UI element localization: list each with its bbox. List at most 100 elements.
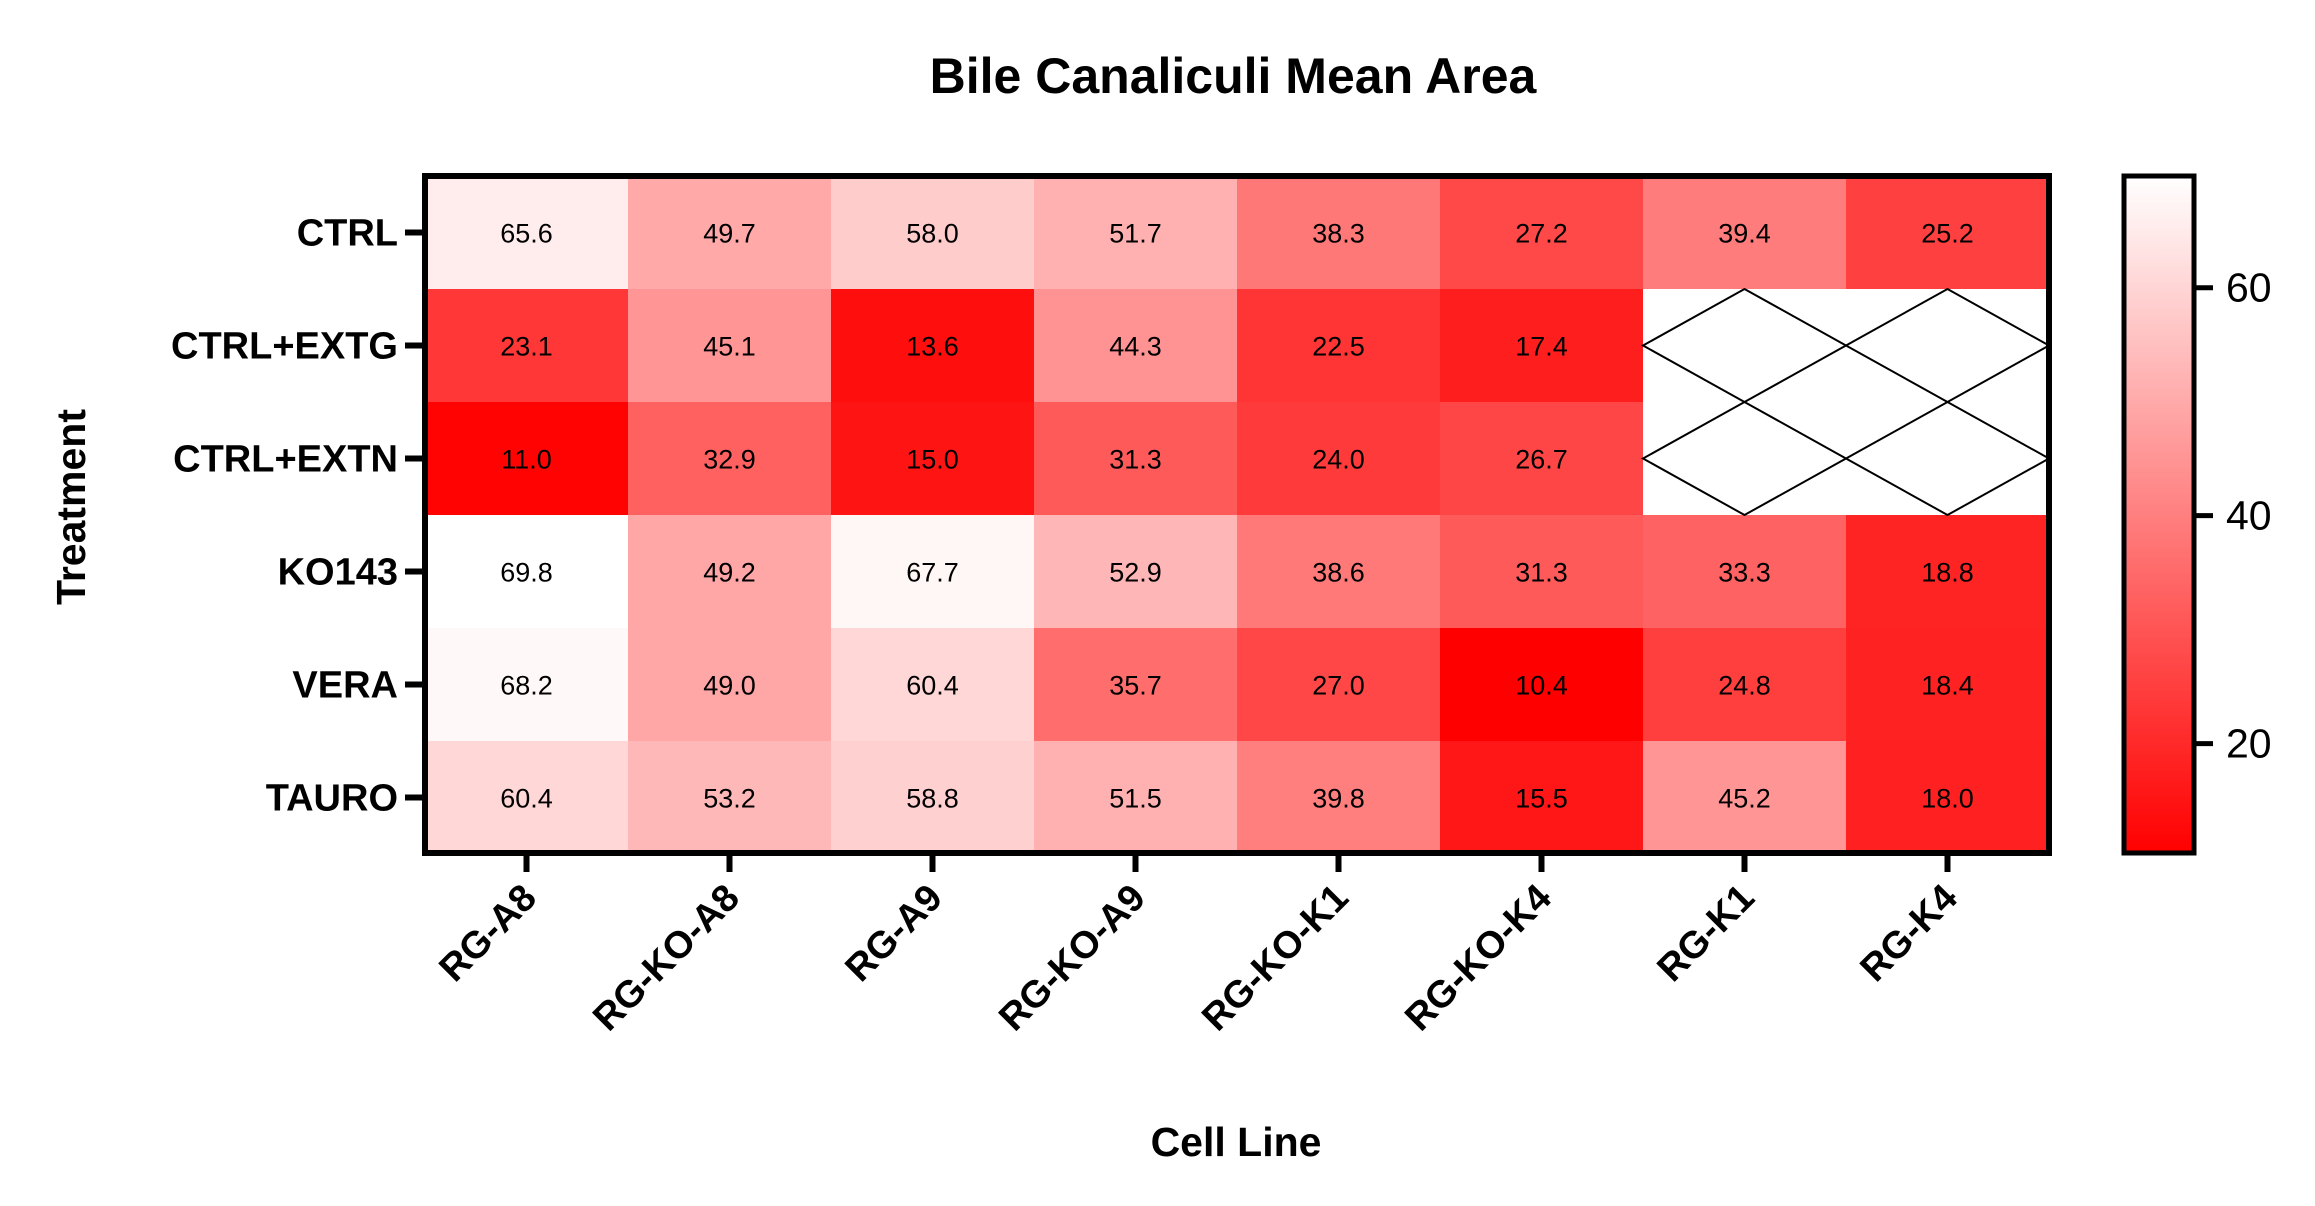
y-axis-title: Treatment <box>48 409 94 605</box>
cell-value-label: 18.8 <box>1921 558 1974 588</box>
y-tick-label: VERA <box>292 665 398 707</box>
cell-value-label: 65.6 <box>500 219 553 249</box>
heatmap-cell <box>1034 289 1238 403</box>
cell-value-label: 25.2 <box>1921 219 1974 249</box>
heatmap-cell <box>628 402 832 516</box>
heatmap-cell <box>831 741 1035 855</box>
y-axis-ticks: CTRL CTRL+EXTG CTRL+EXTN KO143 VERA TAURO <box>171 213 425 820</box>
heatmap-cell <box>1440 515 1644 629</box>
cell-value-label: 17.4 <box>1515 332 1568 362</box>
y-tick-label: KO143 <box>278 552 398 594</box>
cell-value-label: 53.2 <box>703 784 756 814</box>
cell-value-label: 22.5 <box>1312 332 1365 362</box>
heatmap-cell <box>1440 741 1644 855</box>
cell-value-label: 38.6 <box>1312 558 1365 588</box>
heatmap-cell <box>425 628 629 742</box>
x-axis-ticks: RG-A8 RG-KO-A8 RG-A9 RG-KO-A9 RG-KO-K1 RG-KO-… <box>432 853 1966 1039</box>
heatmap-cell <box>628 289 832 403</box>
cell-value-label: 45.1 <box>703 332 756 362</box>
cell-value-label: 18.0 <box>1921 784 1974 814</box>
heatmap-cell <box>1237 289 1441 403</box>
heatmap-cell <box>1034 628 1238 742</box>
x-tick-label: RG-A8 <box>432 877 545 990</box>
cell-value-labels: 65.6 49.7 58.0 51.7 38.3 27.2 39.4 25.2 23.1 45.1… <box>500 219 1974 814</box>
colorbar-tick-label: 40 <box>2226 493 2272 539</box>
cell-value-label: 39.8 <box>1312 784 1365 814</box>
heatmap-cell <box>1237 515 1441 629</box>
cell-value-label: 10.4 <box>1515 671 1568 701</box>
cell-value-label: 18.4 <box>1921 671 1974 701</box>
cell-value-label: 27.2 <box>1515 219 1568 249</box>
heatmap-cell <box>831 176 1035 290</box>
x-tick-label: RG-K1 <box>1650 877 1763 990</box>
heatmap-cell <box>1237 176 1441 290</box>
heatmap-cell <box>628 515 832 629</box>
cell-value-label: 60.4 <box>906 671 959 701</box>
cell-value-label: 44.3 <box>1109 332 1162 362</box>
heatmap-cell <box>1237 628 1441 742</box>
heatmap-cell <box>425 289 629 403</box>
x-axis-title: Cell Line <box>1151 1119 1322 1165</box>
cell-value-label: 35.7 <box>1109 671 1162 701</box>
cell-value-label: 49.0 <box>703 671 756 701</box>
cell-value-label: 31.3 <box>1109 445 1162 475</box>
heatmap-cell <box>628 176 832 290</box>
chart-title: Bile Canaliculi Mean Area <box>930 48 1538 104</box>
cell-value-label: 68.2 <box>500 671 553 701</box>
cell-value-label: 51.7 <box>1109 219 1162 249</box>
heatmap-cell <box>1237 741 1441 855</box>
heatmap-cell <box>1846 515 2050 629</box>
cell-value-label: 39.4 <box>1718 219 1771 249</box>
x-tick-label: RG-KO-A9 <box>991 877 1154 1040</box>
heatmap-cell <box>1440 289 1644 403</box>
cell-value-label: 58.8 <box>906 784 959 814</box>
y-tick-label: CTRL+EXTN <box>173 439 398 481</box>
heatmap-cell <box>1846 741 2050 855</box>
cell-value-label: 11.0 <box>501 445 552 475</box>
cell-value-label: 24.0 <box>1312 445 1365 475</box>
heatmap-cell <box>1643 176 1847 290</box>
heatmap-cell <box>425 515 629 629</box>
heatmap-cell <box>831 515 1035 629</box>
cell-value-label: 13.6 <box>906 332 959 362</box>
cell-value-label: 38.3 <box>1312 219 1365 249</box>
cell-value-label: 60.4 <box>500 784 553 814</box>
heatmap-cell <box>1034 741 1238 855</box>
x-tick-label: RG-KO-K1 <box>1194 877 1357 1040</box>
cell-value-label: 27.0 <box>1312 671 1365 701</box>
heatmap-cell <box>1034 515 1238 629</box>
plot-frame <box>422 173 2052 856</box>
colorbar <box>2121 173 2197 856</box>
heatmap-cell <box>1643 515 1847 629</box>
y-tick-label: CTRL+EXTG <box>171 326 398 368</box>
cell-value-label: 15.0 <box>906 445 959 475</box>
cell-value-label: 33.3 <box>1718 558 1771 588</box>
x-tick-label: RG-KO-K4 <box>1397 877 1560 1040</box>
y-tick-label: CTRL <box>297 213 398 255</box>
heatmap-cell <box>1440 402 1644 516</box>
cell-value-label: 26.7 <box>1515 445 1568 475</box>
cell-value-label: 51.5 <box>1109 784 1162 814</box>
heatmap-cell-missing <box>1643 289 1846 402</box>
heatmap-cell <box>831 402 1035 516</box>
cell-value-label: 45.2 <box>1718 784 1771 814</box>
heatmap-cell <box>628 741 832 855</box>
heatmap-cell <box>1440 628 1644 742</box>
heatmap-cell <box>425 176 629 290</box>
heatmap-cell <box>1643 741 1847 855</box>
colorbar-tick-label: 20 <box>2226 721 2272 767</box>
cell-value-label: 58.0 <box>906 219 959 249</box>
cell-value-label: 32.9 <box>703 445 756 475</box>
colorbar-ticks: 20 40 60 <box>2194 265 2272 767</box>
cell-value-label: 23.1 <box>500 332 553 362</box>
heatmap-cell <box>1846 176 2050 290</box>
heatmap-cell <box>831 289 1035 403</box>
heatmap-cell-missing <box>1643 402 1846 515</box>
heatmap-cell <box>628 628 832 742</box>
cell-value-label: 69.8 <box>500 558 553 588</box>
cell-value-label: 52.9 <box>1109 558 1162 588</box>
cell-value-label: 31.3 <box>1515 558 1568 588</box>
cell-value-label: 67.7 <box>906 558 959 588</box>
cell-value-label: 49.7 <box>703 219 756 249</box>
